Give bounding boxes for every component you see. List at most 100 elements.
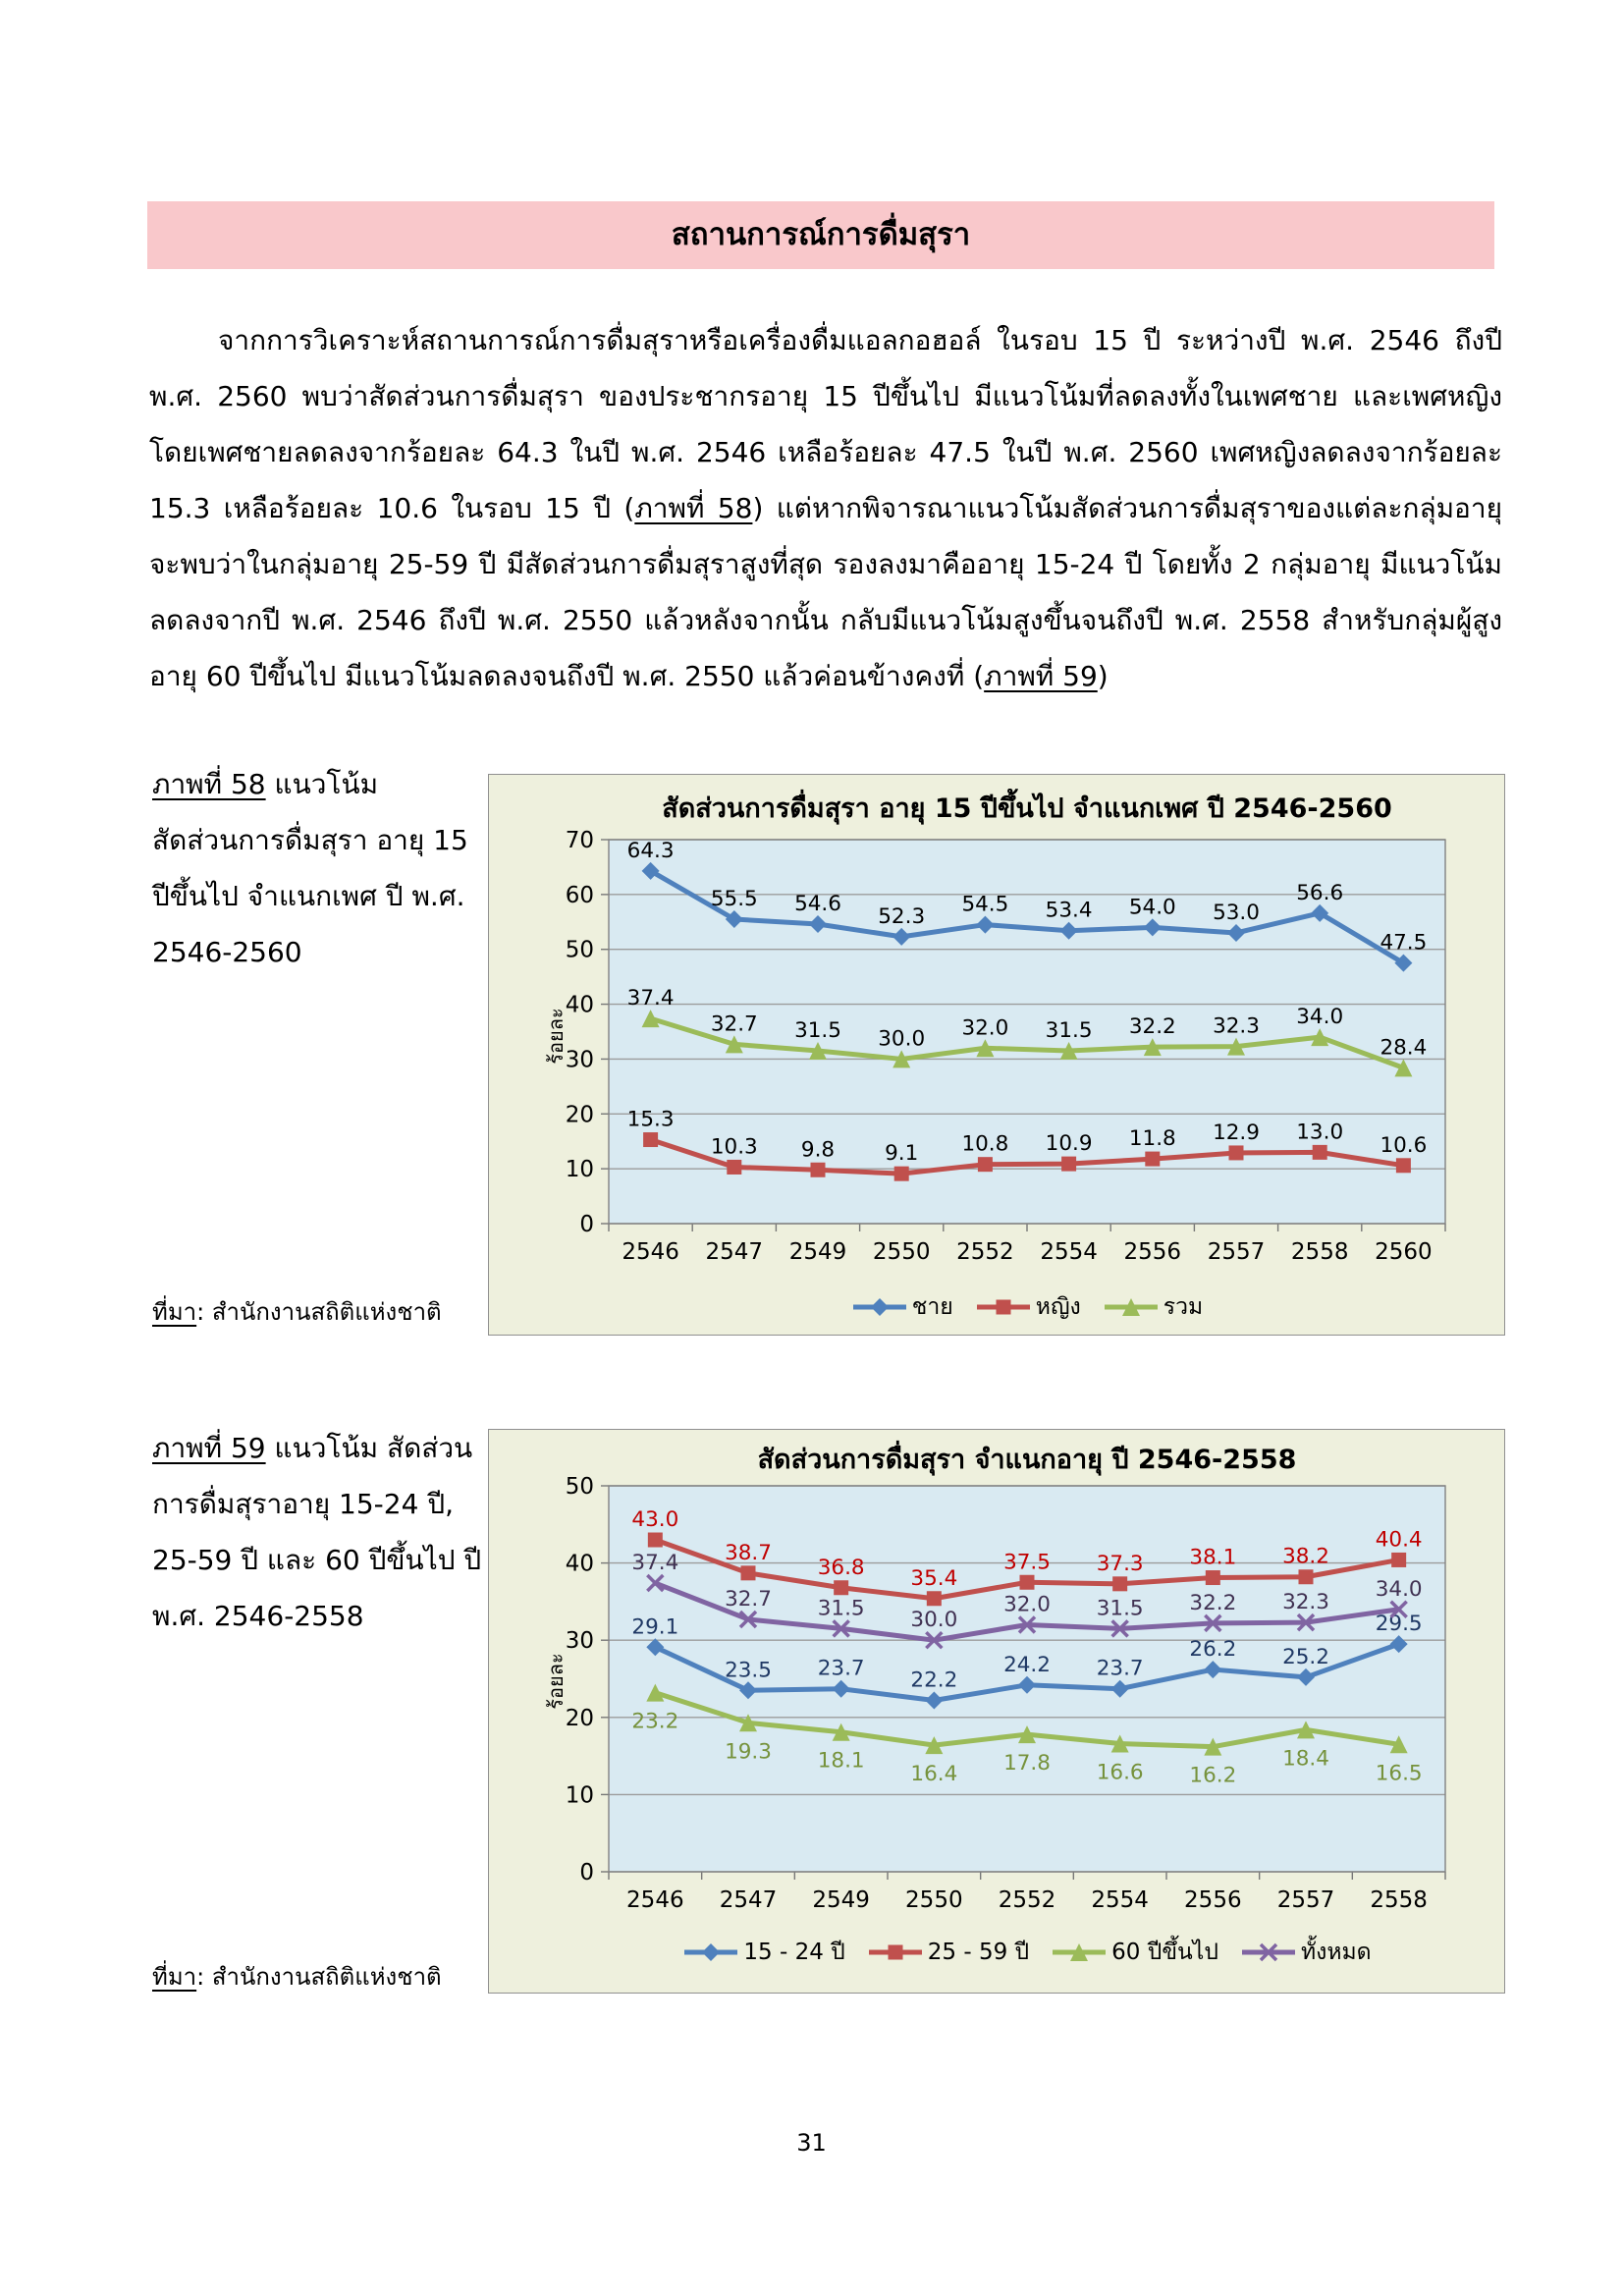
svg-text:16.6: 16.6 — [1097, 1761, 1144, 1785]
svg-text:16.5: 16.5 — [1376, 1761, 1423, 1785]
svg-text:10.8: 10.8 — [961, 1132, 1008, 1157]
svg-text:32.7: 32.7 — [711, 1011, 758, 1036]
chart1-plot-area: 0 10 20 30 40 50 60 70 2546 2547 2549 2550 2552 2554 2… — [566, 828, 1446, 1265]
svg-text:47.5: 47.5 — [1380, 931, 1427, 956]
svg-text:35.4: 35.4 — [910, 1566, 957, 1591]
diamond-legend-icon — [852, 1298, 906, 1316]
x-legend-icon — [1241, 1942, 1295, 1962]
source-text: : สำนักงานสถิติแห่งชาติ — [196, 1298, 442, 1326]
svg-text:50: 50 — [566, 938, 594, 963]
svg-text:31.5: 31.5 — [794, 1018, 841, 1043]
svg-text:2552: 2552 — [956, 1239, 1014, 1265]
svg-text:2557: 2557 — [1277, 1887, 1335, 1913]
series-ทั้งหมด: 37.4 32.7 31.5 30.0 32.0 31.5 32.2 32.3 34.0 — [631, 1551, 1423, 1650]
svg-text:34.0: 34.0 — [1376, 1577, 1423, 1602]
svg-text:9.1: 9.1 — [885, 1141, 918, 1166]
svg-text:2554: 2554 — [1091, 1887, 1149, 1913]
legend-item: 60 ปีขึ้นไป — [1051, 1935, 1218, 1970]
svg-text:28.4: 28.4 — [1380, 1035, 1427, 1060]
svg-text:2557: 2557 — [1208, 1239, 1266, 1265]
svg-text:23.7: 23.7 — [818, 1657, 865, 1681]
svg-text:22.2: 22.2 — [910, 1668, 957, 1693]
diamond-legend-icon — [684, 1943, 738, 1961]
svg-text:31.5: 31.5 — [1097, 1596, 1144, 1620]
chart1-title: สัดส่วนการดื่มสุรา อายุ 15 ปีขึ้นไป จำแน… — [662, 793, 1392, 824]
legend-item: หญิง — [975, 1289, 1081, 1325]
svg-text:18.4: 18.4 — [1282, 1746, 1329, 1771]
figure58-reference: ภาพที่ 58 — [634, 492, 753, 524]
svg-text:54.5: 54.5 — [961, 893, 1008, 917]
svg-text:2547: 2547 — [720, 1887, 778, 1913]
svg-text:54.6: 54.6 — [794, 892, 841, 916]
svg-text:32.2: 32.2 — [1189, 1591, 1236, 1615]
svg-text:36.8: 36.8 — [818, 1556, 865, 1580]
svg-text:2547: 2547 — [706, 1239, 764, 1265]
svg-text:55.5: 55.5 — [711, 887, 758, 911]
svg-text:60: 60 — [566, 883, 594, 908]
figure58-caption-number: ภาพที่ 58 — [152, 768, 266, 800]
svg-text:30.0: 30.0 — [878, 1026, 925, 1051]
figure59-chart: สัดส่วนการดื่มสุรา จำแนกอายุ ปี 2546-255… — [488, 1429, 1505, 1994]
source-label: ที่มา — [152, 1298, 197, 1326]
legend-item: 25 - 59 ปี — [867, 1935, 1029, 1970]
page-title: สถานการณ์การดื่มสุรา — [671, 217, 971, 252]
figure59-caption-number: ภาพที่ 59 — [152, 1432, 266, 1464]
svg-text:0: 0 — [579, 1860, 594, 1886]
svg-text:2558: 2558 — [1370, 1887, 1428, 1913]
svg-text:10.9: 10.9 — [1046, 1131, 1093, 1156]
legend-label: รวม — [1163, 1294, 1204, 1320]
chart2-plot-area: 0 10 20 30 40 50 2546 2547 2549 2550 2552 2554 2556 2… — [566, 1474, 1446, 1913]
svg-text:31.5: 31.5 — [1046, 1018, 1093, 1043]
svg-text:37.4: 37.4 — [627, 986, 675, 1011]
svg-text:19.3: 19.3 — [725, 1739, 772, 1764]
chart2-title: สัดส่วนการดื่มสุรา จำแนกอายุ ปี 2546-255… — [757, 1445, 1297, 1475]
svg-text:53.4: 53.4 — [1046, 899, 1093, 923]
svg-text:64.3: 64.3 — [627, 839, 675, 863]
svg-text:40.4: 40.4 — [1376, 1527, 1423, 1552]
svg-text:23.5: 23.5 — [725, 1658, 772, 1682]
triangle-legend-icon — [1104, 1298, 1158, 1316]
figure58-caption-text: แนวโน้ม สัดส่วนการดื่มสุรา อายุ 15 ปีขึ้… — [152, 768, 468, 968]
svg-text:32.0: 32.0 — [961, 1015, 1008, 1040]
svg-text:25.2: 25.2 — [1282, 1645, 1329, 1669]
svg-text:32.0: 32.0 — [1003, 1592, 1051, 1616]
square-legend-icon — [976, 1299, 1030, 1315]
legend-label: ทั้งหมด — [1300, 1940, 1372, 1965]
svg-text:2546: 2546 — [622, 1239, 679, 1265]
svg-text:37.3: 37.3 — [1097, 1552, 1144, 1576]
svg-text:16.4: 16.4 — [910, 1762, 957, 1786]
paragraph-text-2: ) แต่หากพิจารณาแนวโน้มสัดส่วนการดื่มสุรา… — [149, 492, 1502, 692]
svg-text:24.2: 24.2 — [1003, 1653, 1051, 1677]
figure59-reference: ภาพที่ 59 — [984, 660, 1098, 692]
svg-text:50: 50 — [566, 1474, 594, 1500]
svg-text:32.3: 32.3 — [1213, 1014, 1260, 1039]
svg-text:10.3: 10.3 — [711, 1134, 758, 1159]
page-title-banner: สถานการณ์การดื่มสุรา — [147, 201, 1494, 269]
svg-text:53.0: 53.0 — [1213, 901, 1260, 925]
svg-text:32.2: 32.2 — [1129, 1014, 1176, 1039]
legend-item: ทั้งหมด — [1240, 1935, 1372, 1970]
svg-text:40: 40 — [566, 993, 594, 1018]
svg-text:15.3: 15.3 — [627, 1108, 675, 1132]
paragraph-text-1: จากการวิเคราะห์สถานการณ์การดื่มสุราหรือเ… — [149, 324, 1502, 524]
legend-label: ชาย — [911, 1294, 953, 1320]
svg-text:23.2: 23.2 — [631, 1710, 678, 1734]
svg-text:18.1: 18.1 — [818, 1749, 865, 1774]
svg-text:38.2: 38.2 — [1282, 1545, 1329, 1569]
triangle-legend-icon — [1053, 1943, 1107, 1961]
svg-text:2546: 2546 — [626, 1887, 684, 1913]
svg-text:23.7: 23.7 — [1097, 1657, 1144, 1681]
svg-text:2550: 2550 — [905, 1887, 963, 1913]
svg-text:29.1: 29.1 — [631, 1614, 678, 1639]
body-paragraph: จากการวิเคราะห์สถานการณ์การดื่มสุราหรือเ… — [149, 312, 1502, 704]
svg-text:2552: 2552 — [999, 1887, 1056, 1913]
svg-text:17.8: 17.8 — [1003, 1751, 1051, 1776]
svg-text:2556: 2556 — [1124, 1239, 1182, 1265]
svg-text:40: 40 — [566, 1552, 594, 1577]
legend-label: 15 - 24 ปี — [743, 1940, 845, 1965]
svg-text:2554: 2554 — [1040, 1239, 1098, 1265]
figure58-source: ที่มา: สำนักงานสถิติแห่งชาติ — [152, 1292, 442, 1331]
page-number: 31 — [796, 2129, 827, 2157]
figure59-caption: ภาพที่ 59 แนวโน้ม สัดส่วนการดื่มสุราอายุ… — [152, 1420, 484, 1644]
svg-text:56.6: 56.6 — [1296, 881, 1343, 905]
